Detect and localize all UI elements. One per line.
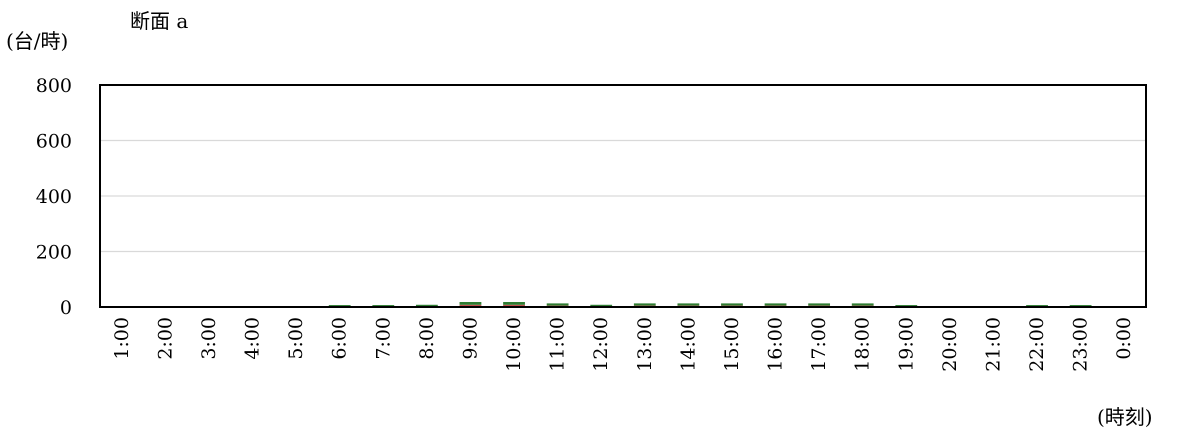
x-tick-label: 6:00 <box>329 317 351 360</box>
bar-segment <box>459 304 482 307</box>
x-axis-unit-label: (時刻) <box>1097 405 1153 429</box>
x-tick-label: 23:00 <box>1070 317 1092 372</box>
bar-segment <box>633 303 656 306</box>
bar-segment <box>415 304 438 307</box>
bar-segment <box>1069 305 1092 307</box>
bar-segment <box>503 304 525 307</box>
x-tick-label: 7:00 <box>372 317 394 360</box>
x-tick-label: 14:00 <box>677 317 699 372</box>
x-tick-label: 20:00 <box>939 317 961 372</box>
bar-segment <box>1026 305 1048 307</box>
bar-segment <box>459 302 482 305</box>
bar-segment <box>721 303 743 306</box>
bar-segment <box>503 302 525 305</box>
x-tick-label: 22:00 <box>1026 317 1048 372</box>
bar-segment <box>328 305 351 307</box>
x-tick-label: 4:00 <box>242 317 264 360</box>
y-axis-unit-label: (台/時) <box>6 29 68 53</box>
x-tick-label: 12:00 <box>590 317 612 372</box>
x-tick-label: 0:00 <box>1113 317 1135 360</box>
bar-segment <box>677 303 700 306</box>
bar-segment <box>546 303 569 306</box>
x-tick-label: 9:00 <box>459 317 481 360</box>
x-tick-label: 18:00 <box>852 317 874 372</box>
x-tick-label: 19:00 <box>895 317 917 372</box>
x-tick-label: 16:00 <box>765 317 787 372</box>
y-tick-label: 200 <box>36 242 72 264</box>
y-tick-label: 400 <box>36 186 72 208</box>
y-tick-label: 0 <box>60 297 72 319</box>
plot-area-frame <box>99 84 1147 308</box>
y-tick-labels: 0 200 400 600 800 <box>36 75 72 319</box>
bar-segment <box>808 303 831 306</box>
x-tick-labels: 1:00 2:00 3:00 4:00 5:00 6:00 7:00 8:00 9:00 10:0… <box>111 317 1135 372</box>
x-tick-label: 8:00 <box>416 317 438 360</box>
x-tick-label: 21:00 <box>982 317 1004 372</box>
y-tick-label: 800 <box>36 75 72 97</box>
x-tick-label: 10:00 <box>503 317 525 372</box>
x-tick-label: 5:00 <box>285 317 307 360</box>
bar-segment <box>590 304 613 307</box>
chart-title: 断面 a <box>130 9 188 33</box>
x-tick-label: 2:00 <box>154 317 176 360</box>
gridlines <box>100 139 1146 253</box>
x-tick-label: 13:00 <box>634 317 656 372</box>
bar-segment <box>372 305 395 307</box>
bar-segment <box>851 303 874 306</box>
x-tick-label: 17:00 <box>808 317 830 372</box>
bar-segment <box>895 305 918 307</box>
x-tick-label: 1:00 <box>111 317 133 360</box>
x-tick-label: 3:00 <box>198 317 220 360</box>
x-tick-label: 15:00 <box>721 317 743 372</box>
bar-segment <box>764 303 787 306</box>
x-tick-label: 11:00 <box>547 317 569 372</box>
y-tick-label: 600 <box>36 131 72 153</box>
